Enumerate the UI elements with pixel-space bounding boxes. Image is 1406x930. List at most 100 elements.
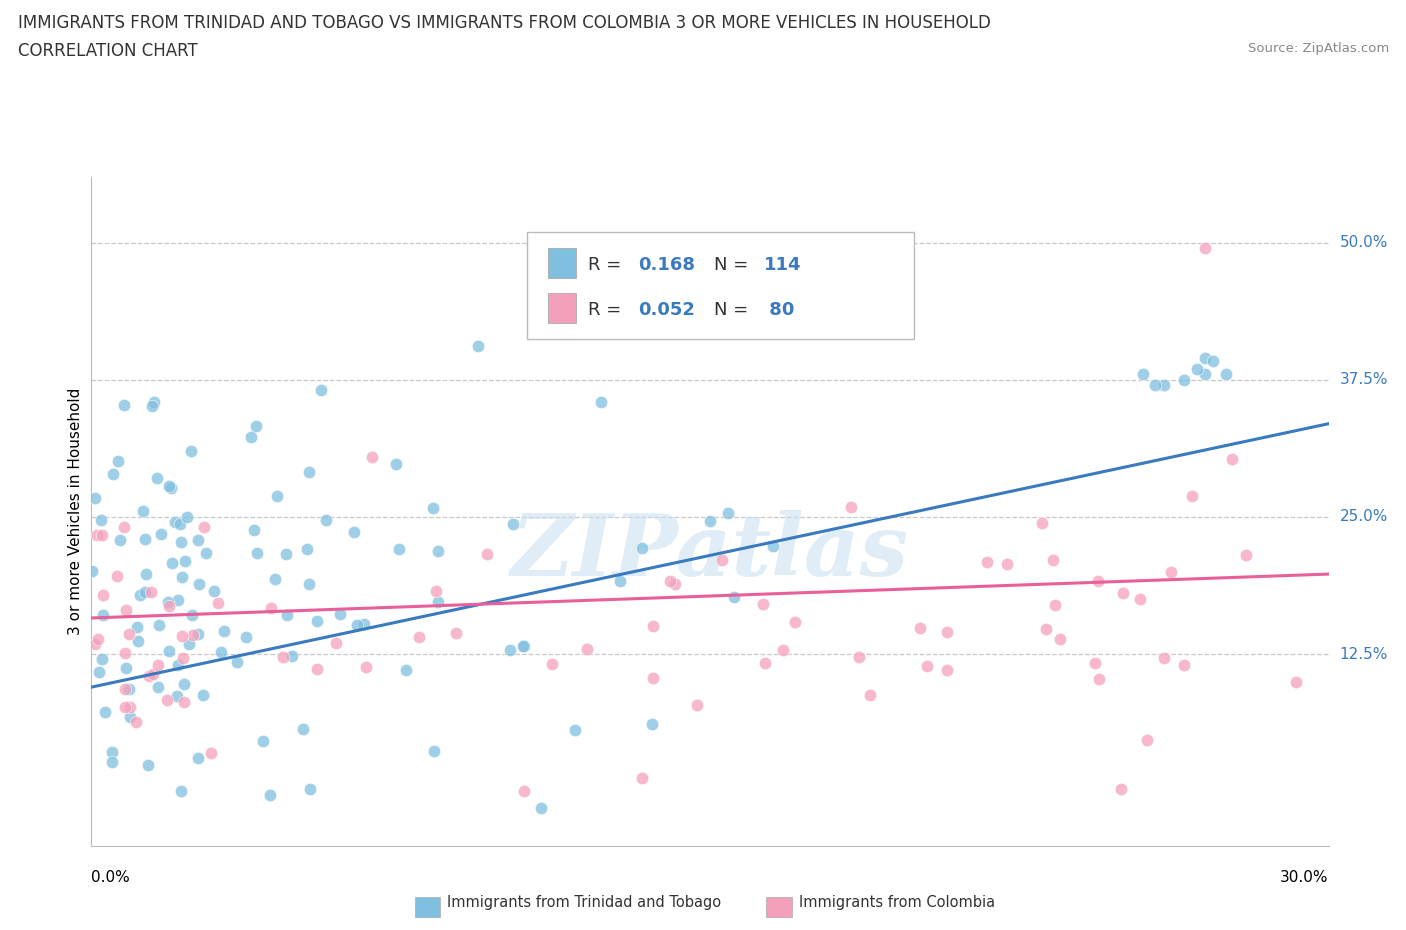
Text: ZIPatlas: ZIPatlas [510, 510, 910, 593]
Point [149, 526, 172, 541]
Point [754, 656, 776, 671]
Point [157, 644, 180, 658]
Point [859, 687, 882, 702]
Point [180, 608, 202, 623]
Point [259, 788, 281, 803]
Text: 0.168: 0.168 [638, 256, 696, 274]
Point [91, 651, 114, 666]
Point [170, 629, 193, 644]
Text: 37.5%: 37.5% [1340, 372, 1388, 387]
Text: Source: ZipAtlas.com: Source: ZipAtlas.com [1249, 42, 1389, 55]
Point [908, 620, 931, 635]
Point [762, 538, 785, 553]
Point [752, 596, 775, 611]
Point [191, 688, 214, 703]
Point [298, 577, 321, 591]
Point [246, 545, 269, 560]
Point [101, 467, 124, 482]
Point [848, 650, 870, 665]
Point [1043, 597, 1066, 612]
Point [388, 541, 411, 556]
Point [1049, 631, 1071, 646]
Point [252, 733, 274, 748]
Point [343, 525, 366, 539]
Text: CORRELATION CHART: CORRELATION CHART [18, 42, 198, 60]
Point [135, 566, 157, 581]
Point [167, 592, 190, 607]
Point [307, 661, 329, 676]
Point [325, 635, 347, 650]
Point [195, 545, 218, 560]
Point [114, 398, 136, 413]
Point [385, 457, 408, 472]
Point [1215, 366, 1237, 381]
Point [187, 751, 209, 765]
Point [86, 528, 108, 543]
Point [91, 607, 114, 622]
Point [631, 540, 654, 555]
Point [148, 618, 170, 633]
Point [329, 606, 352, 621]
Point [426, 543, 449, 558]
Point [134, 532, 156, 547]
Point [772, 642, 794, 657]
Point [235, 630, 257, 644]
Point [108, 533, 131, 548]
Point [160, 555, 183, 570]
Point [280, 649, 302, 664]
Point [1153, 650, 1175, 665]
Point [529, 801, 551, 816]
Text: 25.0%: 25.0% [1340, 510, 1388, 525]
Point [1185, 362, 1208, 377]
Point [157, 598, 180, 613]
Point [408, 630, 430, 644]
Text: 12.5%: 12.5% [1340, 646, 1388, 662]
Point [125, 715, 148, 730]
Point [187, 533, 209, 548]
Point [1088, 672, 1111, 687]
Text: N =: N = [714, 256, 754, 274]
Point [467, 339, 489, 353]
Point [564, 723, 586, 737]
Point [209, 644, 232, 659]
Point [174, 553, 197, 568]
Point [84, 491, 107, 506]
Point [1109, 781, 1132, 796]
Point [138, 669, 160, 684]
Point [1173, 658, 1195, 672]
Point [477, 546, 499, 561]
Point [163, 514, 186, 529]
Point [699, 513, 721, 528]
Point [1031, 515, 1053, 530]
Point [202, 584, 225, 599]
Point [107, 454, 129, 469]
Point [125, 619, 148, 634]
Point [641, 671, 664, 685]
Point [502, 516, 524, 531]
Point [271, 649, 294, 664]
Point [169, 516, 191, 531]
Point [915, 658, 938, 673]
Point [1202, 353, 1225, 368]
Point [146, 658, 169, 672]
Point [169, 534, 191, 549]
Point [609, 574, 631, 589]
Point [291, 722, 314, 737]
Point [260, 601, 283, 616]
Point [114, 699, 136, 714]
Point [1153, 378, 1175, 392]
Point [193, 520, 215, 535]
Point [114, 682, 136, 697]
Point [512, 784, 534, 799]
Point [127, 633, 149, 648]
Point [166, 688, 188, 703]
Text: IMMIGRANTS FROM TRINIDAD AND TOBAGO VS IMMIGRANTS FROM COLOMBIA 3 OR MORE VEHICL: IMMIGRANTS FROM TRINIDAD AND TOBAGO VS I… [18, 14, 991, 32]
Point [935, 624, 957, 639]
Point [170, 783, 193, 798]
Point [1234, 548, 1257, 563]
Point [212, 624, 235, 639]
Point [156, 693, 179, 708]
Point [245, 418, 267, 433]
Point [641, 618, 664, 633]
Point [576, 642, 599, 657]
